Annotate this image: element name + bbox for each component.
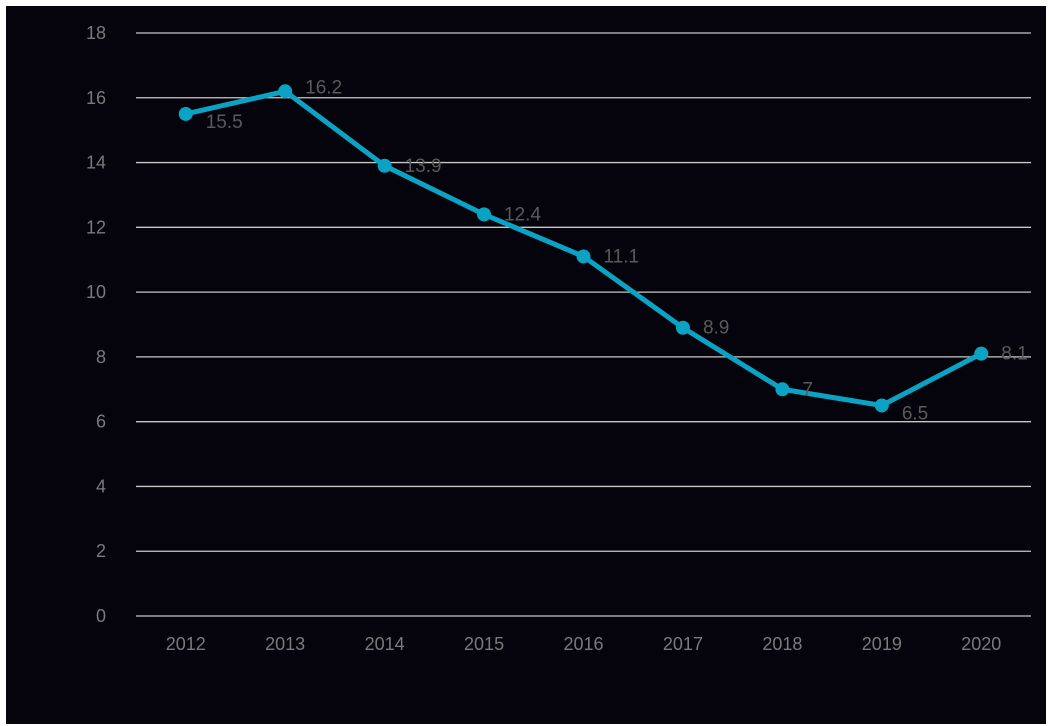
data-point: [974, 346, 989, 361]
data-point: [576, 249, 591, 264]
y-tick-label: 2: [96, 541, 106, 561]
data-label: 15.5: [206, 112, 243, 133]
data-label: 8.1: [1001, 344, 1027, 365]
x-tick-label: 2016: [563, 634, 603, 654]
chart-frame: 0 2 4 6 8 10 12 14 16 18 2012 2013 2014 2015 2016 2017…: [6, 6, 1046, 724]
data-label: 13.9: [405, 156, 442, 177]
y-tick-label: 10: [86, 282, 106, 302]
y-axis-tick-labels: 0 2 4 6 8 10 12 14 16 18: [86, 23, 106, 626]
y-tick-label: 16: [86, 88, 106, 108]
data-label: 16.2: [305, 77, 342, 98]
data-label: 11.1: [604, 246, 640, 267]
data-point: [775, 382, 790, 397]
x-tick-label: 2020: [961, 634, 1001, 654]
x-tick-label: 2019: [862, 634, 902, 654]
x-tick-label: 2018: [762, 634, 802, 654]
series-line: [183, 88, 984, 408]
x-tick-label: 2017: [663, 634, 703, 654]
data-label: 8.9: [703, 318, 729, 339]
data-point: [377, 158, 392, 173]
data-point: [874, 398, 889, 413]
gridlines: [136, 32, 1031, 617]
x-tick-label: 2012: [166, 634, 206, 654]
data-label: 12.4: [504, 204, 541, 225]
data-label: 7: [802, 379, 813, 400]
y-tick-label: 8: [96, 347, 106, 367]
x-tick-label: 2013: [265, 634, 305, 654]
line-chart: 0 2 4 6 8 10 12 14 16 18 2012 2013 2014 2015 2016 2017…: [86, 23, 1031, 654]
y-tick-label: 18: [86, 23, 106, 43]
data-point: [178, 106, 193, 121]
data-point: [675, 320, 690, 335]
data-point: [278, 84, 293, 99]
x-axis-tick-labels: 2012 2013 2014 2015 2016 2017 2018 2019 2020: [166, 634, 1002, 654]
data-label: 6.5: [902, 403, 928, 424]
y-tick-label: 6: [96, 412, 106, 432]
series-layer: [178, 84, 989, 413]
y-tick-label: 0: [96, 606, 106, 626]
data-labels: 15.5 16.2 13.9 12.4 11.1 8.9 7 6.5 8.1: [206, 77, 1028, 424]
y-tick-label: 4: [96, 476, 106, 496]
y-tick-label: 12: [86, 217, 106, 237]
x-tick-label: 2014: [365, 634, 405, 654]
data-point: [477, 207, 492, 222]
y-tick-label: 14: [86, 153, 106, 173]
x-tick-label: 2015: [464, 634, 504, 654]
